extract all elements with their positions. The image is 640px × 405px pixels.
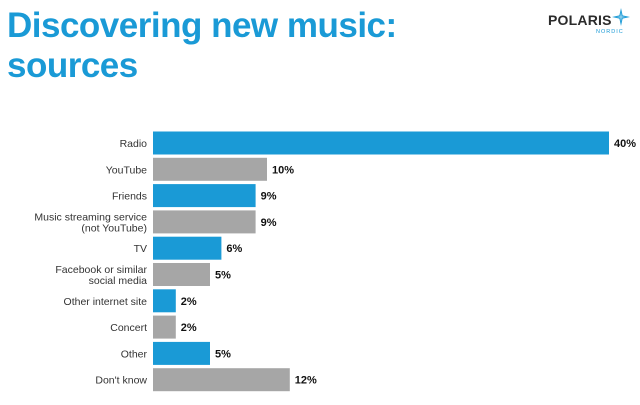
category-label: Other [121, 348, 148, 360]
value-label: 2% [181, 296, 197, 308]
logo-name: POLARIS [548, 12, 612, 28]
bar [153, 263, 210, 286]
value-label: 5% [215, 348, 231, 360]
bar [153, 131, 609, 155]
category-label: Concert [110, 322, 147, 334]
value-label: 5% [215, 270, 231, 282]
category-label-line: Radio [120, 138, 148, 150]
value-label: 40% [614, 138, 636, 150]
category-label-line: social media [89, 275, 148, 287]
category-label: TV [134, 243, 147, 255]
value-label: 9% [261, 191, 277, 203]
star-icon [612, 8, 630, 26]
title-line-1: Discovering new music: [7, 6, 397, 45]
logo-sub: NORDIC [596, 29, 624, 35]
bar [153, 184, 256, 208]
category-label-line: Concert [110, 322, 147, 334]
category-label-line: (not YouTube) [81, 222, 147, 234]
category-label-line: TV [134, 243, 147, 255]
category-label-line: Facebook or similar [55, 264, 147, 276]
polaris-nordic-logo: POLARIS NORDIC [548, 8, 632, 44]
category-label-line: Music streaming service [34, 211, 147, 223]
category-label: YouTube [106, 164, 147, 176]
bar [153, 157, 267, 181]
category-label-line: Friends [112, 191, 147, 203]
category-label-line: YouTube [106, 164, 147, 176]
category-label: Facebook or similar social media [55, 264, 147, 287]
category-label: Friends [112, 191, 147, 203]
bar [153, 368, 290, 392]
bar [153, 315, 176, 339]
category-label: Don't know [95, 375, 147, 387]
category-label: Radio [120, 138, 148, 150]
category-label-line: Other [121, 348, 148, 360]
title-line-2: sources [7, 46, 138, 85]
category-label-line: Other internet site [64, 296, 148, 308]
category-label: Other internet site [64, 296, 148, 308]
category-label-line: Don't know [95, 375, 147, 387]
bar [153, 210, 256, 234]
bar [153, 236, 222, 260]
category-label: Music streaming service (not YouTube) [34, 211, 147, 234]
page-title: Discovering new music: sources [7, 6, 397, 86]
value-label: 10% [272, 164, 294, 176]
bar [153, 341, 210, 365]
value-label: 2% [181, 322, 197, 334]
value-label: 6% [226, 243, 242, 255]
bar [153, 289, 176, 313]
value-label: 9% [261, 217, 277, 229]
value-label: 12% [295, 375, 317, 387]
